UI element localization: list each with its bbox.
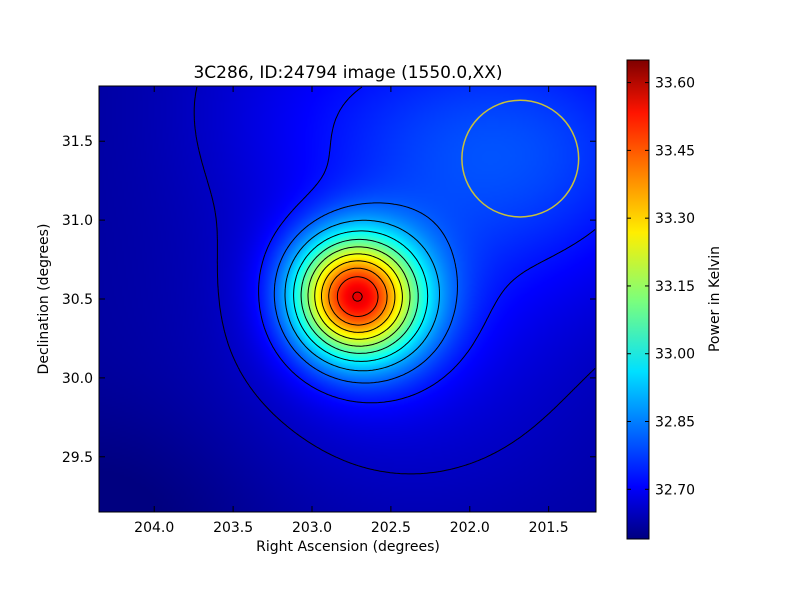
x-tick-label: 204.0 xyxy=(134,520,174,536)
contour-line xyxy=(300,238,419,354)
x-axis-label: Right Ascension (degrees) xyxy=(256,539,440,555)
contour-line xyxy=(273,202,458,384)
x-tick-label: 201.5 xyxy=(529,520,569,536)
colorbar-tick-label: 32.85 xyxy=(655,415,695,431)
plot-area xyxy=(99,86,596,512)
y-axis-label: Declination (degrees) xyxy=(36,224,52,375)
colorbar-tick-label: 33.60 xyxy=(655,76,695,92)
heatmap-image xyxy=(99,86,596,512)
y-axis-ticks: 29.5 30.0 30.5 31.0 31.5 xyxy=(62,134,596,466)
contour-line xyxy=(352,291,363,302)
contour-line xyxy=(193,86,596,475)
contour-line xyxy=(284,219,440,372)
contour-line xyxy=(328,267,388,326)
colorbar-tick-label: 33.30 xyxy=(655,211,695,227)
y-tick-label: 29.5 xyxy=(62,450,93,466)
chart-title: 3C286, ID:24794 image (1550.0,XX) xyxy=(193,63,502,83)
contour-line xyxy=(314,253,403,340)
colorbar xyxy=(626,59,650,540)
x-tick-label: 203.5 xyxy=(213,520,253,536)
x-tick-label: 203.0 xyxy=(292,520,332,536)
contour-lines xyxy=(193,86,596,475)
contour-line xyxy=(321,260,396,333)
colorbar-ticks: 32.70 32.85 33.00 33.15 33.30 33.45 33.60 xyxy=(627,76,695,498)
x-tick-label: 202.0 xyxy=(450,520,490,536)
contour-line xyxy=(336,276,379,317)
contour-line xyxy=(258,86,596,404)
y-tick-label: 31.0 xyxy=(62,213,93,229)
y-tick-label: 30.5 xyxy=(62,292,93,308)
colorbar-label: Power in Kelvin xyxy=(707,246,723,352)
colorbar-tick-label: 33.00 xyxy=(655,347,695,363)
x-axis-ticks: 204.0 203.5 203.0 202.5 202.0 201.5 xyxy=(134,86,569,536)
beam-circle xyxy=(461,99,580,218)
y-tick-label: 30.0 xyxy=(62,371,93,387)
contour-line xyxy=(307,246,411,347)
colorbar-tick-label: 33.45 xyxy=(655,143,695,159)
colorbar-tick-label: 33.15 xyxy=(655,279,695,295)
contour-line xyxy=(293,230,429,362)
y-tick-label: 31.5 xyxy=(62,134,93,150)
colorbar-tick-label: 32.70 xyxy=(655,482,695,498)
x-tick-label: 202.5 xyxy=(371,520,411,536)
